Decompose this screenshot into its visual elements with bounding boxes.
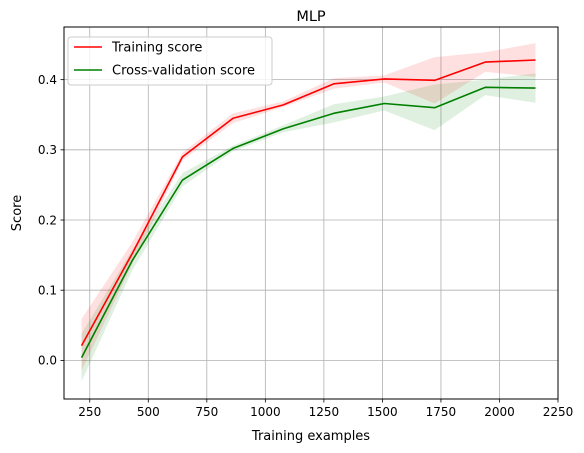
x-tick-label: 750 (195, 405, 218, 419)
y-tick-label: 0.1 (38, 284, 57, 298)
x-tick-label: 250 (78, 405, 101, 419)
x-axis-label: Training examples (251, 429, 370, 444)
x-tick-label: 2000 (484, 405, 515, 419)
y-tick-label: 0.2 (38, 213, 57, 227)
x-tick-label: 1750 (426, 405, 457, 419)
x-tick-label: 2250 (543, 405, 574, 419)
cross-validation-score-line (80, 86, 536, 358)
x-tick-label: 1250 (309, 405, 340, 419)
legend-box (67, 36, 273, 86)
chart-title: MLP (296, 9, 326, 25)
training-score-line (80, 59, 536, 347)
series-lines (80, 59, 536, 358)
y-tick-label: 0.3 (38, 143, 57, 157)
x-axis-ticks: 250 500 750 1000 1250 1500 1750 2000 2250 (78, 399, 573, 419)
legend: Training score Cross-validation score (67, 36, 273, 86)
y-axis-label: Score (10, 195, 25, 231)
legend-label-training: Training score (111, 41, 202, 56)
y-axis-ticks: 0.0 0.1 0.2 0.3 0.4 (38, 73, 64, 368)
y-tick-label: 0.4 (38, 73, 57, 87)
x-tick-label: 500 (137, 405, 160, 419)
x-tick-label: 1500 (367, 405, 398, 419)
plot-frame (63, 26, 559, 400)
x-tick-label: 1000 (250, 405, 281, 419)
legend-label-cross-validation: Cross-validation score (112, 64, 255, 79)
y-tick-label: 0.0 (38, 354, 57, 368)
